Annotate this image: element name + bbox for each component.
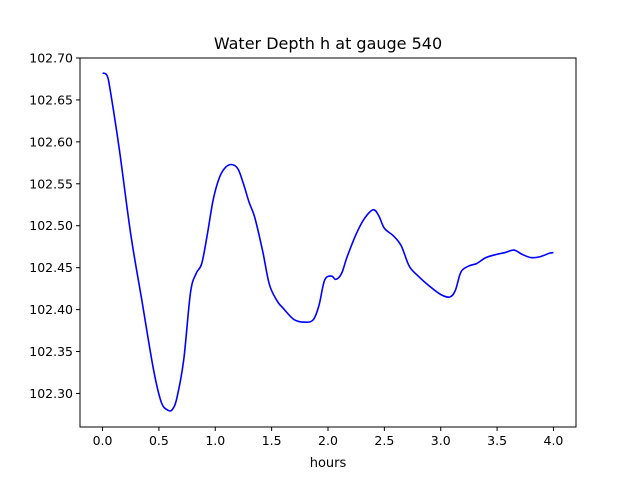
y-tick-label: 102.55 (29, 176, 73, 191)
x-tick-label: 1.5 (262, 433, 282, 448)
y-tick-label: 102.30 (29, 386, 73, 401)
y-tick-label: 102.60 (29, 134, 73, 149)
y-tick-label: 102.70 (29, 51, 73, 66)
y-tick-label: 102.40 (29, 302, 73, 317)
x-axis-ticks: 0.0 0.5 1.0 1.5 2.0 2.5 3.0 3.5 4.0 (93, 427, 564, 448)
y-tick-label: 102.65 (29, 92, 73, 107)
series-line (102, 72, 554, 412)
y-axis-ticks: 102.30 102.35 102.40 102.45 102.50 102.55 102.… (29, 51, 80, 401)
x-tick-label: 3.5 (487, 433, 507, 448)
plot-frame (79, 57, 577, 428)
x-axis-label: hours (310, 456, 347, 471)
series-lines (102, 72, 554, 412)
x-tick-label: 0.5 (149, 433, 169, 448)
x-tick-label: 3.0 (431, 433, 451, 448)
x-tick-label: 2.5 (374, 433, 394, 448)
y-tick-label: 102.45 (29, 260, 73, 275)
y-tick-label: 102.35 (29, 344, 73, 359)
x-tick-label: 1.0 (205, 433, 225, 448)
x-tick-label: 0.0 (93, 433, 113, 448)
x-tick-label: 2.0 (318, 433, 338, 448)
chart-title: Water Depth h at gauge 540 (214, 34, 442, 53)
y-tick-label: 102.50 (29, 218, 73, 233)
x-tick-label: 4.0 (544, 433, 564, 448)
